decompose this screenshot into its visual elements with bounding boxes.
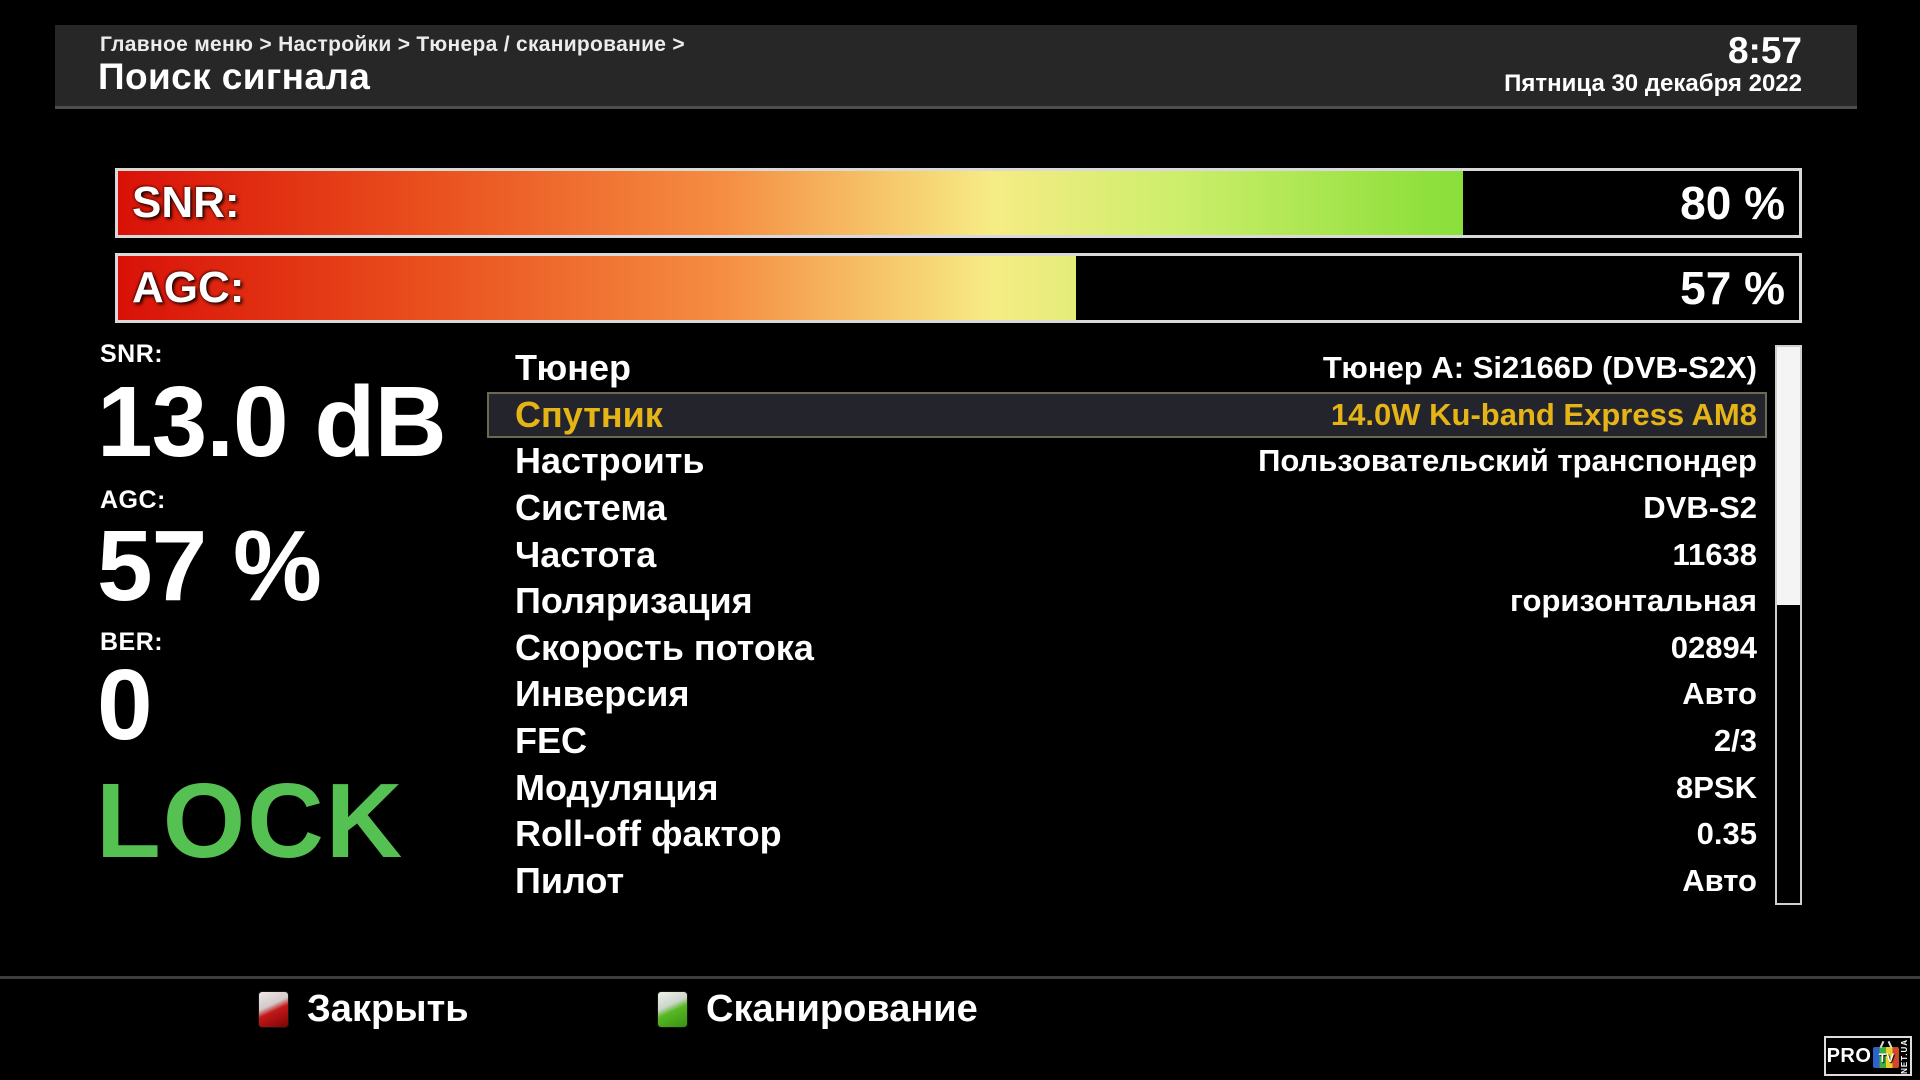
menu-item-value: 14.0W Ku-band Express AM8 xyxy=(1330,396,1757,432)
agc-bar-fill xyxy=(118,256,1077,320)
menu-item-label: FEC xyxy=(515,720,587,762)
page-title: Поиск сигнала xyxy=(98,56,371,97)
menu-row[interactable]: Поляризация горизонтальная xyxy=(487,578,1767,625)
clock: 8:57 Пятница 30 декабря 2022 xyxy=(1504,30,1802,97)
menu-item-value: 8PSK xyxy=(1676,769,1757,805)
scrollbar-thumb[interactable] xyxy=(1777,347,1800,605)
menu-row[interactable]: FEC 2/3 xyxy=(487,718,1767,765)
menu-row[interactable]: Система DVB-S2 xyxy=(487,485,1767,532)
tv-icon: TV xyxy=(1873,1047,1900,1068)
breadcrumb: Главное меню > Настройки > Тюнера / скан… xyxy=(100,33,685,56)
menu-item-value: DVB-S2 xyxy=(1643,490,1757,526)
menu-item-label: Модуляция xyxy=(515,766,719,808)
agc-progress-bar: AGC: 57 % xyxy=(115,253,1802,323)
menu-item-label: Настроить xyxy=(515,440,705,482)
snr-bar-label: SNR: xyxy=(132,178,240,227)
menu-item-value: 11638 xyxy=(1672,536,1758,572)
menu-item-label: Roll-off фактор xyxy=(515,813,782,855)
menu-item-label: Инверсия xyxy=(515,673,690,715)
menu-item-label: Тюнер xyxy=(515,347,632,389)
menu-row[interactable]: Модуляция 8PSK xyxy=(487,764,1767,811)
snr-bar-value: 80 % xyxy=(1680,177,1785,229)
menu-row[interactable]: Roll-off фактор 0.35 xyxy=(487,811,1767,858)
menu-row[interactable]: Настроить Пользовательский транспондер xyxy=(487,438,1767,485)
menu-item-label: Поляризация xyxy=(515,580,753,622)
menu-item-value: Авто xyxy=(1682,676,1757,712)
menu-row[interactable]: Инверсия Авто xyxy=(487,671,1767,718)
menu-item-label: Частота xyxy=(515,533,657,575)
clock-time: 8:57 xyxy=(1727,30,1802,71)
snr-stat-label: SNR: xyxy=(100,340,164,368)
ber-stat-label: BER: xyxy=(100,628,164,656)
scan-button[interactable]: Сканирование xyxy=(657,988,978,1031)
lock-status: LOCK xyxy=(96,762,405,880)
snr-bar-fill xyxy=(118,171,1463,235)
header: Главное меню > Настройки > Тюнера / скан… xyxy=(55,25,1857,109)
menu-item-value: горизонтальная xyxy=(1510,583,1757,619)
menu-item-label: Пилот xyxy=(515,859,625,901)
agc-bar-value: 57 % xyxy=(1680,262,1785,314)
menu-row[interactable]: Скорость потока 02894 xyxy=(487,625,1767,672)
logo-suffix-text: NET.UA xyxy=(1900,1038,1910,1074)
menu-row[interactable]: Тюнер Тюнер A: Si2166D (DVB-S2X) xyxy=(487,345,1767,392)
footer-divider xyxy=(0,976,1920,979)
menu-row[interactable]: Пилот Авто xyxy=(487,858,1767,905)
menu-item-label: Скорость потока xyxy=(515,626,814,668)
menu-item-value: 2/3 xyxy=(1713,723,1757,759)
menu-item-value: Тюнер A: Si2166D (DVB-S2X) xyxy=(1322,350,1757,386)
menu-item-value: Пользовательский транспондер xyxy=(1258,443,1757,479)
close-button[interactable]: Закрыть xyxy=(258,988,469,1031)
logo-pro-text: PRO xyxy=(1826,1044,1872,1067)
menu-row[interactable]: Спутник 14.0W Ku-band Express AM8 xyxy=(487,391,1767,439)
red-key-icon xyxy=(258,991,289,1028)
agc-bar-label: AGC: xyxy=(132,263,245,312)
menu-item-label: Спутник xyxy=(515,393,663,435)
snr-stat-value: 13.0 dB xyxy=(97,366,447,478)
menu-item-value: Авто xyxy=(1682,862,1757,898)
clock-date: Пятница 30 декабря 2022 xyxy=(1504,70,1802,97)
protv-logo: PRO TV NET.UA xyxy=(1824,1036,1912,1076)
menu-list: Тюнер Тюнер A: Si2166D (DVB-S2X) Спутник… xyxy=(487,345,1767,904)
menu-item-label: Система xyxy=(515,487,667,529)
agc-stat-label: AGC: xyxy=(100,486,166,514)
menu-item-value: 0.35 xyxy=(1696,816,1757,852)
scan-button-label: Сканирование xyxy=(706,988,978,1030)
menu-row[interactable]: Частота 11638 xyxy=(487,531,1767,578)
agc-stat-value: 57 % xyxy=(97,510,322,622)
menu-item-value: 02894 xyxy=(1670,629,1757,665)
green-key-icon xyxy=(657,991,688,1028)
ber-stat-value: 0 xyxy=(97,649,153,761)
menu-scrollbar[interactable] xyxy=(1775,345,1802,905)
close-button-label: Закрыть xyxy=(307,988,469,1030)
snr-progress-bar: SNR: 80 % xyxy=(115,168,1802,238)
